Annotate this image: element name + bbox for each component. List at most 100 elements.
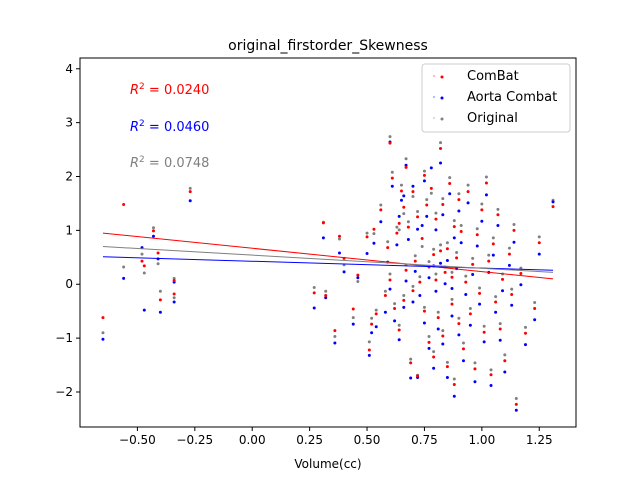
point-combat [409,361,413,365]
point-aorta-combat [507,263,511,267]
point-original [514,396,518,400]
point-aorta-combat [489,384,493,388]
point-original [439,141,443,145]
point-combat [365,235,369,239]
point-aorta-combat [351,322,355,326]
point-combat [441,334,445,338]
x-tick-label: 0.50 [354,433,381,447]
point-aorta-combat [172,300,176,304]
legend-marker-combat [440,75,444,79]
point-original [464,274,468,278]
point-combat [498,327,502,331]
point-aorta-combat [478,302,482,306]
point-combat [370,322,374,326]
point-combat [432,355,436,359]
point-original [457,192,461,196]
legend: ComBat Aorta Combat Original [421,63,571,133]
point-combat [439,249,443,253]
point-original [172,276,176,280]
point-combat [324,294,328,298]
point-original [395,225,399,229]
point-original [333,335,337,338]
point-combat [475,233,479,237]
legend-marker-aorta-combat [432,95,436,99]
point-original [151,226,155,230]
r2-original-annotation: R2 = 0.0748 [130,155,209,171]
point-combat [416,215,420,219]
point-original [402,294,406,298]
x-tick-label: 0.25 [296,433,323,447]
point-combat [429,186,433,190]
point-original [413,254,417,258]
point-combat [436,316,440,320]
point-aorta-combat [491,253,495,257]
y-tick-label: −1 [55,331,73,345]
point-original [156,262,160,266]
point-aorta-combat [452,394,456,398]
point-original [459,224,463,228]
point-original [140,252,144,256]
point-aorta-combat [459,241,463,245]
point-original [188,186,192,190]
point-combat [422,173,426,177]
point-original [388,272,392,276]
point-combat [312,291,316,295]
point-combat [501,277,505,281]
point-original [523,325,527,329]
point-aorta-combat [404,279,408,283]
point-combat [494,300,498,304]
point-combat [388,141,392,145]
y-axis: −2 −1 0 1 2 3 4 [55,62,80,399]
point-aorta-combat [402,305,406,309]
point-aorta-combat [418,294,422,298]
point-combat [457,198,461,202]
point-aorta-combat [434,228,438,232]
point-combat [480,208,484,212]
point-original [468,306,472,310]
point-combat [507,252,511,256]
point-original [416,210,420,214]
point-aorta-combat [365,252,369,256]
point-aorta-combat [484,193,488,197]
point-combat [422,309,426,313]
point-original [397,323,401,327]
point-aorta-combat [101,337,105,341]
point-original [466,183,470,187]
point-aorta-combat [480,219,484,223]
point-original [356,280,360,284]
point-combat [397,221,401,225]
point-aorta-combat [533,318,537,322]
point-aorta-combat [370,331,374,335]
point-original [351,316,355,320]
point-original [450,270,454,274]
point-combat [122,203,126,207]
point-aorta-combat [523,343,527,347]
point-aorta-combat [450,287,454,291]
point-original [507,246,511,250]
point-aorta-combat [498,338,502,342]
legend-label-original: Original [467,111,518,126]
point-combat [395,231,399,235]
point-original [312,285,316,289]
point-combat [333,329,337,333]
point-combat [512,228,516,232]
legend-entry-aorta-combat: Aorta Combat [432,90,557,105]
point-original [337,237,341,241]
point-aorta-combat [397,338,401,342]
point-original [142,271,146,275]
point-original [434,272,438,276]
point-original [427,260,431,264]
point-original [445,360,449,364]
point-combat [457,322,461,326]
point-combat [156,251,160,255]
point-aorta-combat [439,161,443,165]
point-combat [450,302,454,306]
point-aorta-combat [151,234,155,238]
x-tick-label: 0.00 [239,433,266,447]
point-combat [471,262,475,266]
point-aorta-combat [425,214,429,218]
point-original [461,341,465,345]
point-original [374,308,378,312]
point-combat [402,205,406,209]
point-combat [418,280,422,284]
